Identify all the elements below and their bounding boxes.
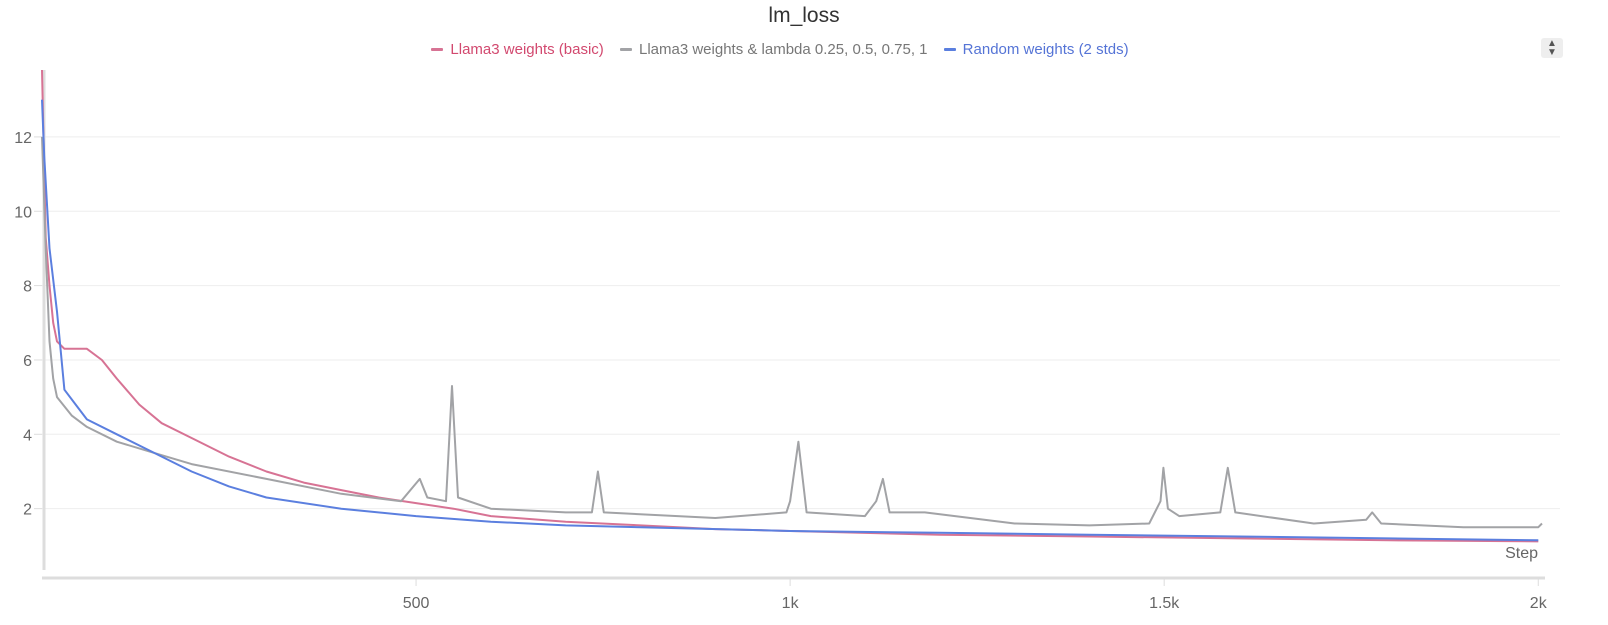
legend-swatch bbox=[943, 48, 956, 51]
x-tick-label: 2k bbox=[1530, 595, 1548, 612]
y-tick-label: 10 bbox=[14, 204, 32, 221]
legend-label: Llama3 weights & lambda 0.25, 0.5, 0.75,… bbox=[638, 41, 928, 58]
series-line-2 bbox=[41, 99, 1539, 542]
legend-label: Llama3 weights (basic) bbox=[450, 41, 604, 58]
y-tick-label: 12 bbox=[14, 130, 32, 147]
y-tick-label: 2 bbox=[23, 502, 32, 519]
x-axis-label: Step bbox=[1505, 545, 1538, 562]
legend-label: Random weights (2 stds) bbox=[962, 41, 1129, 58]
legend-swatch bbox=[431, 48, 444, 51]
x-tick-label: 1k bbox=[782, 595, 800, 612]
series-line-0 bbox=[41, 69, 1539, 543]
y-tick-label: 6 bbox=[23, 353, 32, 370]
sort-up-down-icon[interactable]: ▲ ▼ bbox=[1541, 38, 1563, 58]
chart-title: lm_loss bbox=[768, 4, 840, 27]
x-tick-label: 1.5k bbox=[1149, 595, 1180, 612]
y-tick-label: 4 bbox=[23, 427, 32, 444]
legend-item-random[interactable]: Random weights (2 stds) bbox=[943, 41, 1129, 58]
x-tick-label: 500 bbox=[403, 595, 430, 612]
legend: Llama3 weights (basic) Llama3 weights & … bbox=[0, 38, 1560, 58]
legend-item-llama3-lambda[interactable]: Llama3 weights & lambda 0.25, 0.5, 0.75,… bbox=[619, 41, 928, 58]
y-tick-label: 8 bbox=[23, 279, 32, 296]
series-line-1 bbox=[41, 136, 1543, 529]
legend-item-llama3-basic[interactable]: Llama3 weights (basic) bbox=[431, 41, 604, 58]
legend-swatch bbox=[619, 48, 632, 51]
